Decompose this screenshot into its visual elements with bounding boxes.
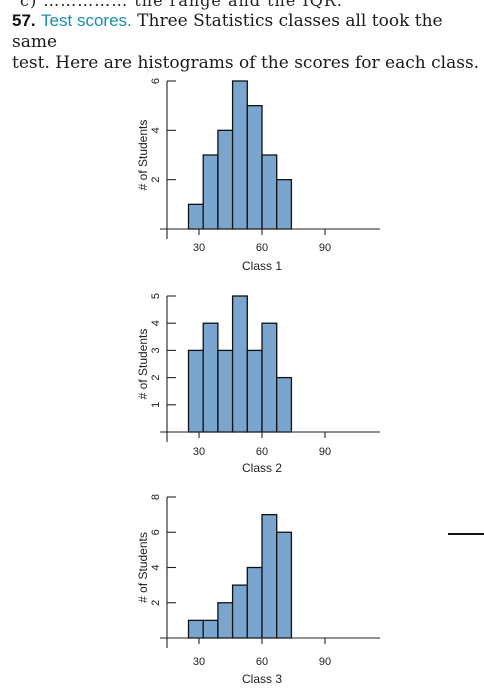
histogram-bar [217,602,234,639]
x-tick-label: 60 [256,446,268,458]
x-tick-label: 60 [256,242,268,254]
problem-topic: Test scores. [41,11,132,30]
y-tick-label: 1 [150,402,162,408]
histogram-bar [261,322,278,433]
histogram-bar [261,513,278,639]
histogram-bar [231,80,248,230]
y-axis-label: # of Students [136,329,150,400]
histogram-bar [187,619,204,639]
histogram-bar [202,322,219,433]
x-tick-label: 90 [319,242,331,254]
histogram-bar [276,376,293,433]
histogram-bar [276,179,293,230]
histogram-bar [217,349,234,433]
histogram-class-3: 2 4 6 8 # of Students 30 60 90 Class 3 [136,494,380,686]
histogram-class-1: 2 4 6 # of Students 30 60 90 Class 1 [136,78,380,273]
margin-dash-mark [448,533,484,535]
histogram-bar [231,584,248,639]
histogram-bar [246,105,263,230]
y-tick-label: 4 [150,320,162,326]
problem-statement: 57. Test scores. Three Statistics classe… [12,10,482,74]
y-tick-label: 4 [150,127,162,133]
problem-text-line-1: Three Statistics classes all took the sa… [12,11,443,52]
y-tick-label: 4 [150,564,162,570]
x-tick-label: 90 [319,656,331,668]
histogram-bar [231,295,248,433]
y-tick-label: 8 [150,494,162,500]
x-tick-label: 30 [193,446,205,458]
y-tick-label: 3 [150,347,162,353]
y-axis-label: # of Students [136,120,150,191]
y-tick-label: 2 [150,600,162,606]
problem-text-line-2: test. Here are histograms of the scores … [12,53,480,73]
y-axis-label: # of Students [136,532,150,603]
x-axis-label: Class 3 [242,672,282,686]
histogram-bar [187,203,204,230]
histogram-bar [202,619,219,639]
y-tick-label: 5 [150,293,162,299]
histogram-bar [261,154,278,230]
y-tick-label: 2 [150,375,162,381]
y-tick-label: 6 [150,529,162,535]
histogram-class-2: 1 2 3 4 5 # of Students 30 60 90 Class 2 [136,293,380,475]
x-axis-label: Class 1 [242,259,282,273]
histogram-bar [246,349,263,433]
y-tick-label: 6 [150,78,162,84]
x-tick-label: 30 [193,242,205,254]
histogram-bar [187,349,204,433]
x-tick-label: 90 [319,446,331,458]
problem-number: 57. [12,11,36,30]
y-tick-label: 2 [150,177,162,183]
histogram-bar [276,531,293,639]
problem-line-1: 57. Test scores. Three Statistics classe… [12,10,482,53]
x-tick-label: 30 [193,656,205,668]
histogram-bar [217,129,234,230]
x-axis-label: Class 2 [242,461,282,475]
histogram-bar [202,154,219,230]
clipped-previous-line: c) …………… the range and the IQR. [20,0,343,10]
histogram-bar [246,566,263,639]
x-tick-label: 60 [256,656,268,668]
